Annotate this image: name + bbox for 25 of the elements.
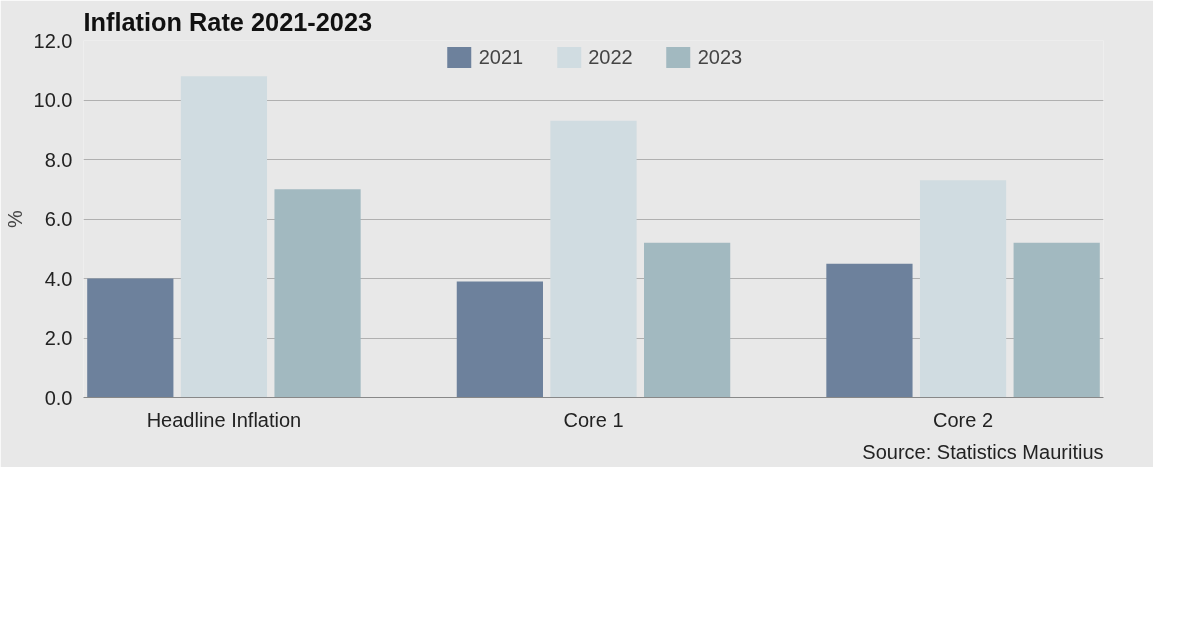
bar (1013, 242, 1100, 398)
chart-title: Inflation Rate 2021-2023 (83, 7, 373, 36)
x-tick-label: Core 2 (933, 408, 994, 431)
bar (180, 76, 268, 398)
x-tick-label: Headline Inflation (146, 408, 302, 431)
y-tick-label: 8.0 (44, 148, 73, 171)
y-axis-title: % (3, 209, 26, 228)
legend-label: 2022 (588, 45, 633, 69)
bar (87, 278, 174, 398)
bar (456, 281, 543, 398)
y-tick-label: 12.0 (33, 29, 73, 52)
legend-label: 2023 (697, 45, 743, 69)
y-tick-label: 2.0 (44, 327, 73, 349)
source-note: Source: Statistics Mauritius (862, 440, 1104, 463)
bar (550, 120, 637, 398)
y-tick-label: 4.0 (44, 267, 73, 290)
bar (826, 263, 913, 398)
y-tick-label: 10.0 (33, 89, 73, 111)
y-tick-label: 6.0 (44, 208, 73, 230)
x-tick-label: Core 1 (563, 408, 624, 431)
y-tick-label: 0.0 (44, 386, 73, 409)
bar (274, 189, 361, 398)
bar (919, 180, 1007, 398)
bar (644, 242, 731, 398)
legend-label: 2021 (478, 45, 524, 69)
